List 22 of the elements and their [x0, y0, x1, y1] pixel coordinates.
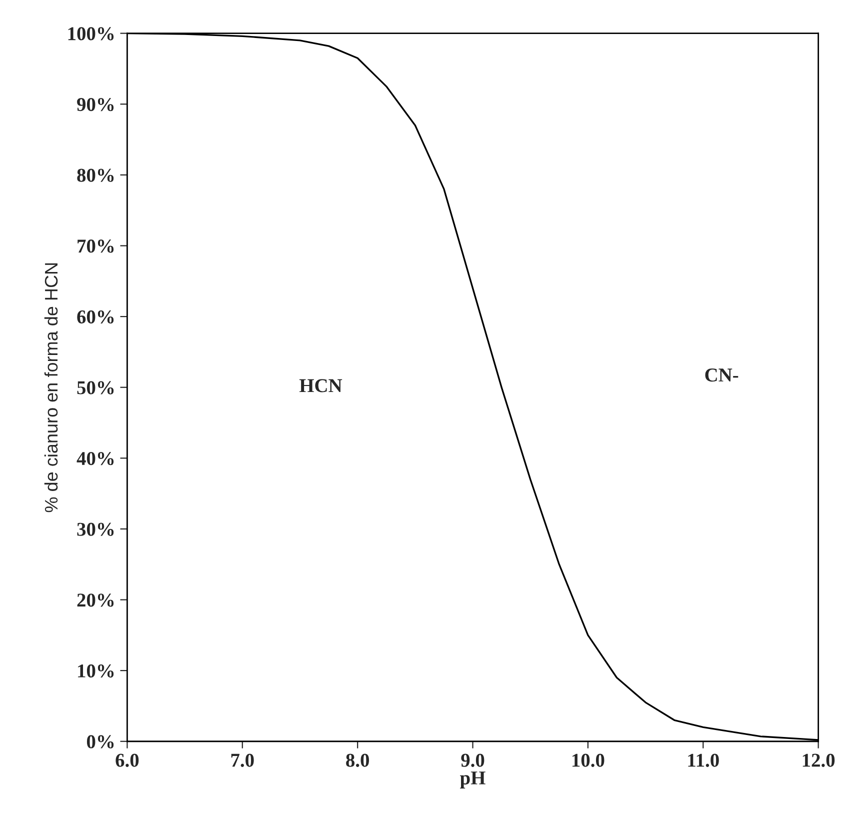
y-tick-label: 0%	[86, 735, 114, 748]
y-tick-label: 30%	[77, 522, 114, 536]
annotation: CN-	[705, 368, 738, 382]
y-tick-label: 10%	[78, 664, 114, 678]
y-tick-label: 20%	[77, 594, 114, 607]
y-tick-label: 40%	[76, 452, 114, 466]
x-tick-label: 7.0	[231, 754, 254, 767]
y-tick-label: 90%	[77, 98, 114, 112]
y-axis-title: % de cianuro en forma de HCN	[44, 263, 58, 512]
x-tick-label: 6.0	[116, 754, 139, 767]
x-tick-label: 8.0	[346, 754, 369, 767]
y-tick-label: 80%	[77, 168, 114, 182]
y-tick-label: 50%	[77, 381, 114, 394]
x-tick-label: 9.0	[461, 754, 484, 767]
x-tick-label: 11.0	[688, 754, 719, 767]
y-tick-label: 60%	[77, 310, 114, 324]
y-tick-label: 100%	[68, 27, 114, 40]
x-axis-title: pH	[460, 772, 486, 788]
y-tick-label: 70%	[78, 240, 114, 253]
x-tick-label: 10.0	[572, 754, 604, 767]
x-tick-label: 12.0	[802, 754, 835, 767]
annotation: HCN	[299, 379, 342, 392]
